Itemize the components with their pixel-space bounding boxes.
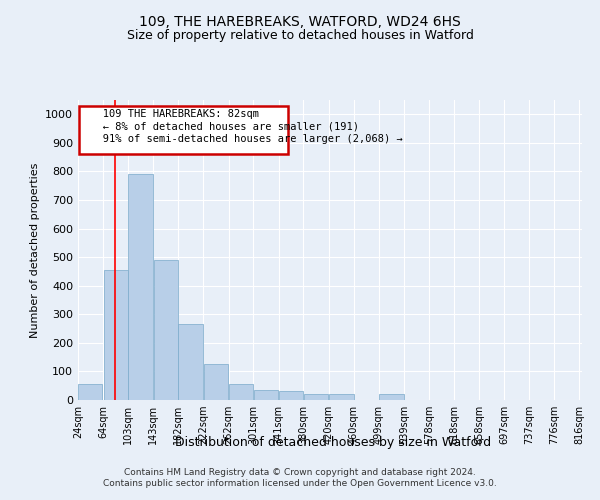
Bar — [279, 392, 303, 400]
Bar — [78, 384, 103, 400]
Bar — [128, 174, 153, 400]
Text: 109 THE HAREBREAKS: 82sqm: 109 THE HAREBREAKS: 82sqm — [83, 108, 259, 118]
Bar — [229, 384, 253, 400]
Text: Size of property relative to detached houses in Watford: Size of property relative to detached ho… — [127, 28, 473, 42]
Bar — [379, 394, 404, 400]
FancyBboxPatch shape — [79, 106, 288, 154]
Text: Contains HM Land Registry data © Crown copyright and database right 2024.: Contains HM Land Registry data © Crown c… — [124, 468, 476, 477]
Bar — [203, 364, 229, 400]
Text: ← 8% of detached houses are smaller (191): ← 8% of detached houses are smaller (191… — [83, 122, 359, 132]
Bar — [304, 394, 328, 400]
Bar — [154, 260, 178, 400]
Text: 91% of semi-detached houses are larger (2,068) →: 91% of semi-detached houses are larger (… — [83, 134, 403, 144]
Text: Contains public sector information licensed under the Open Government Licence v3: Contains public sector information licen… — [103, 480, 497, 488]
Text: 109, THE HAREBREAKS, WATFORD, WD24 6HS: 109, THE HAREBREAKS, WATFORD, WD24 6HS — [139, 16, 461, 30]
Bar — [178, 324, 203, 400]
Bar — [329, 394, 354, 400]
Bar — [254, 390, 278, 400]
Text: Distribution of detached houses by size in Watford: Distribution of detached houses by size … — [175, 436, 491, 449]
Bar — [104, 270, 128, 400]
Y-axis label: Number of detached properties: Number of detached properties — [29, 162, 40, 338]
